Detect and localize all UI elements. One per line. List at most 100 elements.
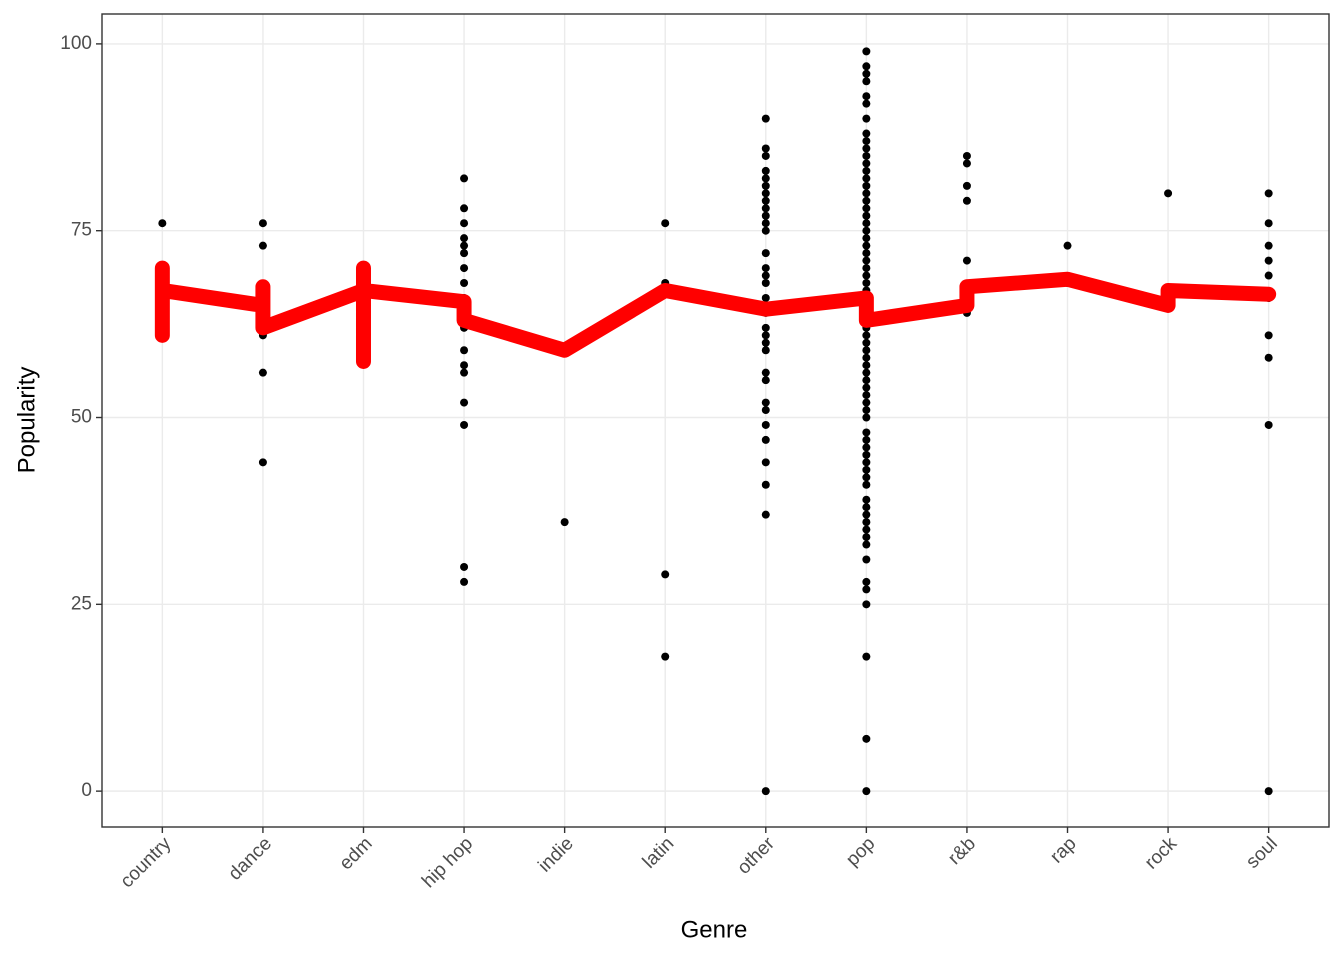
data-point bbox=[862, 406, 871, 415]
data-point bbox=[1264, 189, 1273, 198]
data-point bbox=[862, 368, 871, 377]
y-tick-label: 100 bbox=[60, 33, 92, 54]
data-point bbox=[862, 331, 871, 340]
data-point bbox=[761, 398, 770, 407]
data-point bbox=[761, 204, 770, 213]
data-point bbox=[862, 383, 871, 392]
data-point bbox=[761, 338, 770, 347]
data-point bbox=[761, 346, 770, 355]
data-point bbox=[862, 166, 871, 175]
data-point bbox=[862, 443, 871, 452]
data-point bbox=[862, 413, 871, 422]
data-point bbox=[761, 271, 770, 280]
data-point bbox=[962, 256, 971, 265]
data-point bbox=[862, 271, 871, 280]
data-point bbox=[862, 734, 871, 743]
data-point bbox=[460, 420, 469, 429]
data-point bbox=[862, 503, 871, 512]
data-point bbox=[460, 174, 469, 183]
data-point bbox=[761, 279, 770, 288]
data-point bbox=[258, 241, 267, 250]
data-point bbox=[962, 159, 971, 168]
data-point bbox=[761, 458, 770, 467]
data-point bbox=[1264, 219, 1273, 228]
data-point bbox=[761, 174, 770, 183]
data-point bbox=[1264, 353, 1273, 362]
data-point bbox=[1063, 241, 1072, 250]
data-point bbox=[761, 406, 770, 415]
data-point bbox=[258, 219, 267, 228]
data-point bbox=[862, 264, 871, 273]
data-point bbox=[761, 211, 770, 220]
data-point bbox=[761, 480, 770, 489]
data-point bbox=[1264, 331, 1273, 340]
data-point bbox=[862, 465, 871, 474]
data-point bbox=[761, 787, 770, 796]
data-point bbox=[862, 114, 871, 123]
data-point bbox=[761, 331, 770, 340]
data-point bbox=[862, 159, 871, 168]
data-point bbox=[761, 435, 770, 444]
data-point bbox=[761, 189, 770, 198]
data-point bbox=[761, 323, 770, 332]
data-point bbox=[862, 241, 871, 250]
data-point bbox=[761, 114, 770, 123]
data-point bbox=[862, 196, 871, 205]
data-point bbox=[862, 226, 871, 235]
data-point bbox=[158, 219, 167, 228]
data-point bbox=[862, 62, 871, 71]
data-point bbox=[862, 346, 871, 355]
data-point bbox=[661, 570, 670, 579]
data-point bbox=[862, 129, 871, 138]
data-point bbox=[962, 181, 971, 190]
data-point bbox=[460, 204, 469, 213]
data-point bbox=[862, 376, 871, 385]
data-point bbox=[862, 518, 871, 527]
data-point bbox=[862, 151, 871, 160]
data-point bbox=[862, 211, 871, 220]
data-point bbox=[862, 540, 871, 549]
data-point bbox=[761, 219, 770, 228]
data-point bbox=[862, 398, 871, 407]
data-point bbox=[761, 196, 770, 205]
data-point bbox=[862, 555, 871, 564]
data-point bbox=[761, 166, 770, 175]
data-point bbox=[862, 219, 871, 228]
data-point bbox=[761, 264, 770, 273]
data-point bbox=[460, 577, 469, 586]
data-point bbox=[862, 338, 871, 347]
data-point bbox=[460, 219, 469, 228]
y-tick-label: 50 bbox=[71, 407, 92, 428]
data-point bbox=[761, 226, 770, 235]
data-point bbox=[460, 279, 469, 288]
data-point bbox=[761, 368, 770, 377]
data-point bbox=[460, 264, 469, 273]
data-point bbox=[761, 144, 770, 153]
data-point bbox=[661, 219, 670, 228]
data-point bbox=[862, 600, 871, 609]
data-point bbox=[862, 137, 871, 146]
data-point bbox=[1264, 241, 1273, 250]
data-point bbox=[862, 533, 871, 542]
y-axis-title: Popularity bbox=[13, 367, 40, 474]
data-point bbox=[862, 77, 871, 86]
data-point bbox=[460, 249, 469, 258]
data-point bbox=[862, 787, 871, 796]
data-point bbox=[862, 525, 871, 534]
data-point bbox=[862, 353, 871, 362]
data-point bbox=[460, 346, 469, 355]
data-point bbox=[862, 435, 871, 444]
data-point bbox=[862, 181, 871, 190]
data-point bbox=[460, 234, 469, 243]
data-point bbox=[962, 196, 971, 205]
data-point bbox=[661, 652, 670, 661]
data-point bbox=[1264, 787, 1273, 796]
data-point bbox=[862, 428, 871, 437]
data-point bbox=[862, 510, 871, 519]
data-point bbox=[862, 458, 871, 467]
data-point bbox=[862, 174, 871, 183]
data-point bbox=[862, 99, 871, 108]
data-point bbox=[862, 47, 871, 56]
